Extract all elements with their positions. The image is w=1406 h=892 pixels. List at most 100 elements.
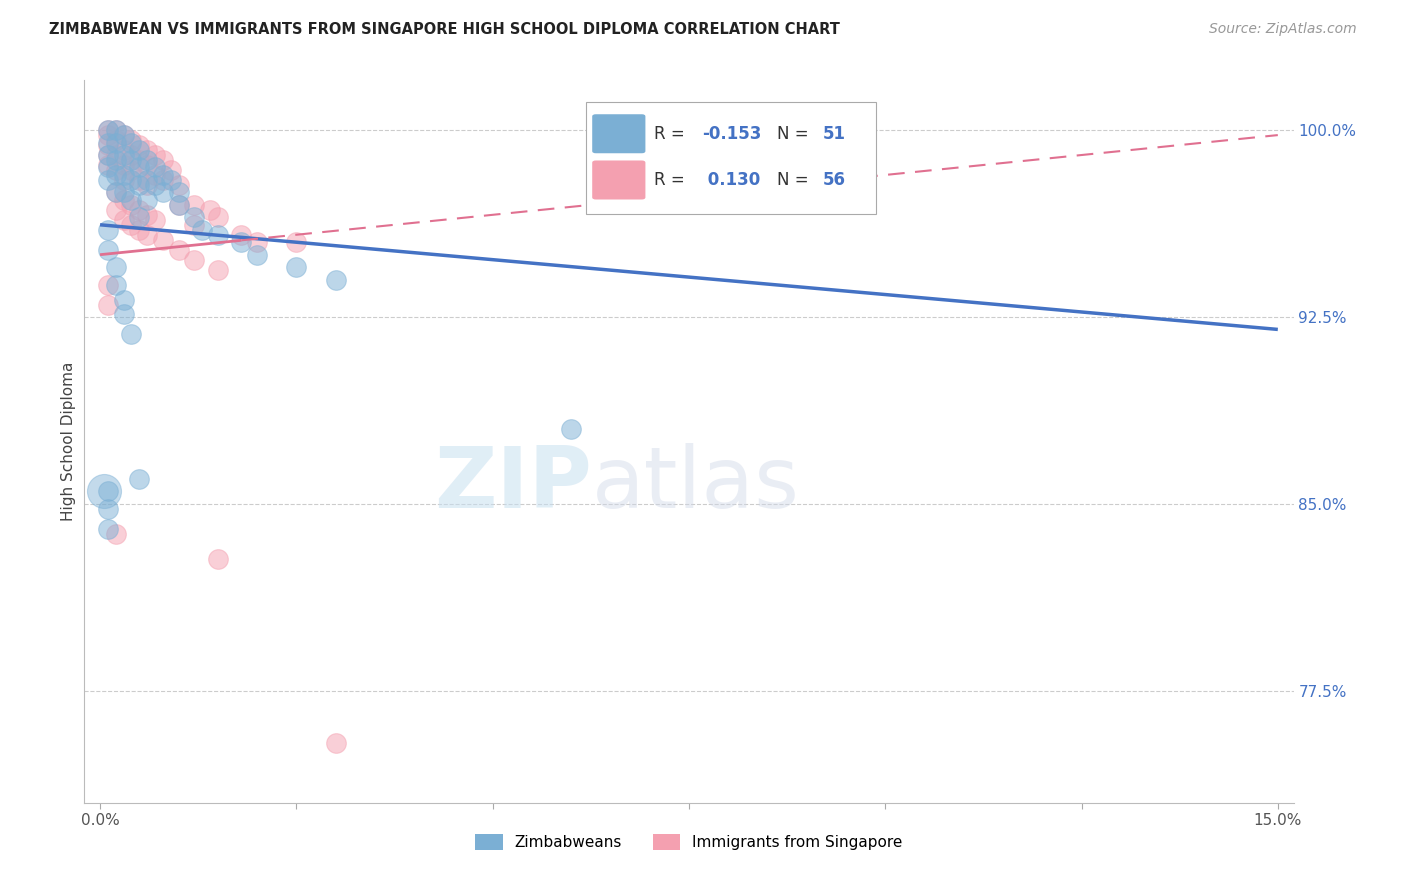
- Point: [128, 472, 150, 486]
- Point: [128, 173, 150, 187]
- Point: [136, 178, 159, 192]
- Point: [112, 158, 135, 172]
- Point: [104, 123, 127, 137]
- Point: [128, 153, 150, 167]
- Point: [121, 218, 143, 232]
- Point: [97, 123, 120, 137]
- Point: [560, 422, 582, 436]
- Point: [112, 143, 135, 157]
- Point: [136, 173, 159, 187]
- Point: [121, 193, 143, 207]
- Point: [191, 223, 214, 237]
- Point: [246, 235, 269, 250]
- Point: [128, 223, 150, 237]
- Point: [207, 211, 229, 225]
- Point: [104, 136, 127, 150]
- Point: [104, 133, 127, 147]
- Point: [231, 235, 253, 250]
- Point: [112, 308, 135, 322]
- Point: [104, 123, 127, 137]
- Point: [183, 252, 205, 267]
- Text: atlas: atlas: [592, 443, 800, 526]
- Point: [152, 186, 174, 200]
- Point: [121, 153, 143, 167]
- Point: [97, 501, 120, 516]
- Point: [112, 186, 135, 200]
- Legend: Zimbabweans, Immigrants from Singapore: Zimbabweans, Immigrants from Singapore: [470, 829, 908, 856]
- Point: [97, 223, 120, 237]
- Point: [97, 138, 120, 153]
- Point: [167, 186, 190, 200]
- Point: [112, 193, 135, 207]
- Text: 0.130: 0.130: [702, 171, 761, 189]
- Point: [97, 243, 120, 257]
- Point: [97, 297, 120, 311]
- Point: [104, 260, 127, 274]
- Text: ZIMBABWEAN VS IMMIGRANTS FROM SINGAPORE HIGH SCHOOL DIPLOMA CORRELATION CHART: ZIMBABWEAN VS IMMIGRANTS FROM SINGAPORE …: [49, 22, 841, 37]
- Point: [325, 736, 347, 750]
- FancyBboxPatch shape: [592, 114, 645, 153]
- Point: [136, 193, 159, 207]
- Point: [152, 233, 174, 247]
- FancyBboxPatch shape: [592, 161, 645, 200]
- Point: [97, 173, 120, 187]
- Point: [97, 123, 120, 137]
- Point: [104, 186, 127, 200]
- Point: [121, 163, 143, 178]
- Point: [121, 198, 143, 212]
- Point: [97, 522, 120, 536]
- Point: [325, 272, 347, 286]
- Text: -0.153: -0.153: [702, 125, 762, 143]
- Point: [112, 128, 135, 142]
- Point: [104, 186, 127, 200]
- FancyBboxPatch shape: [586, 102, 876, 214]
- Point: [183, 218, 205, 232]
- Point: [104, 148, 127, 162]
- Point: [183, 198, 205, 212]
- Point: [167, 198, 190, 212]
- Point: [136, 208, 159, 222]
- Text: R =: R =: [654, 125, 690, 143]
- Text: 51: 51: [823, 125, 846, 143]
- Point: [97, 484, 120, 499]
- Point: [128, 143, 150, 157]
- Point: [152, 168, 174, 182]
- Point: [93, 484, 115, 499]
- Point: [121, 136, 143, 150]
- Text: Source: ZipAtlas.com: Source: ZipAtlas.com: [1209, 22, 1357, 37]
- Point: [152, 153, 174, 167]
- Point: [143, 161, 166, 175]
- Point: [128, 161, 150, 175]
- Point: [121, 173, 143, 187]
- Point: [104, 153, 127, 167]
- Point: [231, 227, 253, 242]
- Point: [104, 163, 127, 178]
- Point: [128, 138, 150, 153]
- Point: [112, 293, 135, 307]
- Point: [121, 148, 143, 162]
- Point: [97, 128, 120, 142]
- Point: [143, 212, 166, 227]
- Point: [97, 136, 120, 150]
- Y-axis label: High School Diploma: High School Diploma: [60, 362, 76, 521]
- Point: [207, 551, 229, 566]
- Point: [121, 327, 143, 342]
- Point: [121, 133, 143, 147]
- Point: [128, 202, 150, 217]
- Point: [167, 198, 190, 212]
- Point: [128, 211, 150, 225]
- Point: [97, 161, 120, 175]
- Point: [112, 148, 135, 162]
- Text: N =: N =: [778, 125, 814, 143]
- Point: [143, 168, 166, 182]
- Point: [183, 211, 205, 225]
- Point: [112, 212, 135, 227]
- Point: [143, 178, 166, 192]
- Point: [246, 248, 269, 262]
- Point: [152, 173, 174, 187]
- Point: [136, 143, 159, 157]
- Point: [143, 148, 166, 162]
- Point: [285, 235, 308, 250]
- Text: R =: R =: [654, 171, 690, 189]
- Point: [128, 178, 150, 192]
